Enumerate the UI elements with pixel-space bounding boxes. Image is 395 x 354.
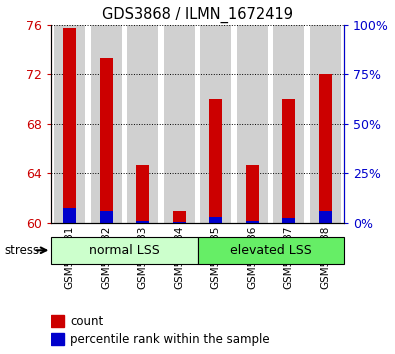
Bar: [310, 25, 341, 223]
Bar: [127, 25, 158, 223]
Bar: [100, 58, 113, 223]
Bar: [273, 25, 305, 223]
Bar: [136, 165, 149, 223]
Bar: [51, 333, 64, 345]
Bar: [100, 211, 113, 223]
Bar: [54, 25, 85, 223]
Text: stress: stress: [4, 244, 39, 257]
Bar: [173, 211, 186, 223]
Bar: [246, 165, 259, 223]
Bar: [246, 221, 259, 223]
Bar: [63, 28, 76, 223]
Bar: [90, 25, 122, 223]
Bar: [136, 221, 149, 223]
Bar: [51, 237, 198, 264]
Bar: [200, 25, 231, 223]
Bar: [209, 217, 222, 223]
Bar: [51, 315, 64, 327]
Text: normal LSS: normal LSS: [89, 244, 160, 257]
Bar: [237, 25, 268, 223]
Text: elevated LSS: elevated LSS: [230, 244, 311, 257]
Bar: [319, 211, 332, 223]
Bar: [319, 74, 332, 223]
Bar: [282, 218, 295, 223]
Text: percentile rank within the sample: percentile rank within the sample: [70, 333, 270, 346]
Bar: [63, 208, 76, 223]
Title: GDS3868 / ILMN_1672419: GDS3868 / ILMN_1672419: [102, 7, 293, 23]
Bar: [198, 237, 344, 264]
Text: count: count: [70, 315, 103, 328]
Bar: [209, 99, 222, 223]
Bar: [282, 99, 295, 223]
Bar: [173, 222, 186, 223]
Bar: [164, 25, 195, 223]
